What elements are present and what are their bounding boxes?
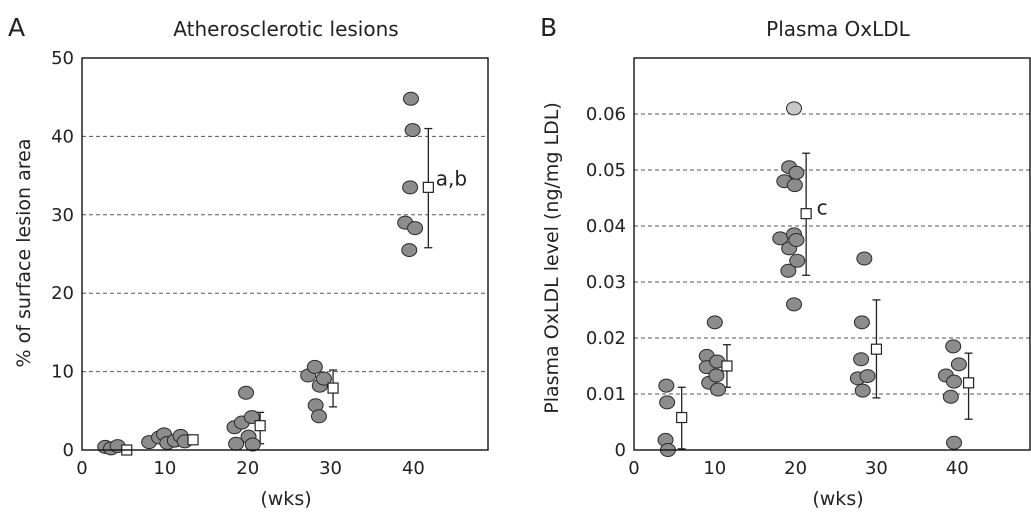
data-point-b-31 — [945, 339, 962, 354]
plot-frame-b — [633, 57, 1031, 451]
x-tick-label-a-4: 40 — [402, 458, 425, 479]
y-tick-label-b-4: 0.04 — [586, 216, 626, 237]
data-point-b-28 — [859, 369, 876, 384]
data-point-b-26 — [854, 383, 871, 398]
data-point-b-17 — [786, 178, 803, 193]
mean-marker-b-1 — [721, 360, 733, 372]
data-point-b-16 — [786, 101, 803, 116]
annotation-b-0: c — [817, 196, 828, 220]
data-point-b-22 — [789, 253, 806, 268]
data-point-a-26 — [402, 91, 419, 106]
x-tick-label-b-0: 0 — [628, 458, 639, 479]
x-tick-label-a-1: 10 — [153, 458, 176, 479]
panel-label-a: A — [8, 13, 25, 42]
data-point-b-27 — [856, 251, 873, 266]
y-tick-label-b-0: 0 — [615, 440, 626, 461]
annotations-a: a,b — [436, 167, 467, 191]
mean-marker-b-2 — [800, 208, 812, 220]
chart-title-b: Plasma OxLDL — [766, 17, 911, 41]
data-point-b-9 — [708, 368, 725, 383]
data-point-b-25 — [853, 315, 870, 330]
x-tick-label-b-2: 20 — [784, 458, 807, 479]
mean-markers-b — [676, 208, 975, 424]
data-point-a-20 — [310, 409, 327, 424]
mean-markers-a — [121, 181, 434, 456]
data-point-a-28 — [407, 221, 424, 236]
y-tick-label-a-1: 10 — [51, 362, 74, 383]
data-point-b-21 — [788, 233, 805, 247]
x-tick-label-b-4: 40 — [946, 458, 969, 479]
data-point-b-1 — [659, 395, 676, 410]
chart-title-a: Atherosclerotic lesions — [173, 17, 398, 41]
panel-label-b: B — [540, 13, 557, 42]
data-point-b-19 — [786, 297, 803, 312]
data-point-b-10 — [710, 382, 727, 397]
tick-labels-a: 0 10 20 30 40 50 0 10 20 30 40 — [51, 48, 425, 479]
y-tick-label-a-0: 0 — [63, 440, 74, 461]
y-tick-label-a-5: 50 — [51, 48, 74, 69]
error-bars-a — [122, 127, 433, 451]
y-axis-label-a: % of surface lesion area — [13, 139, 35, 368]
data-point-a-24 — [401, 243, 418, 258]
plot-frame-a — [81, 57, 489, 451]
data-point-b-24 — [853, 352, 870, 367]
y-tick-label-b-1: 0.01 — [586, 384, 626, 405]
gridlines-b — [634, 113, 1030, 395]
tick-labels-b: 0 0.01 0.02 0.03 0.04 0.05 0.06 0 10 20 30 40 — [586, 104, 969, 479]
data-point-a-27 — [404, 123, 421, 138]
data-point-b-32 — [946, 374, 963, 389]
mean-marker-b-3 — [870, 343, 883, 355]
x-tick-label-b-1: 10 — [703, 458, 726, 479]
data-point-b-30 — [942, 389, 959, 404]
y-tick-label-b-2: 0.02 — [586, 328, 626, 349]
mean-marker-b-0 — [676, 411, 688, 424]
data-point-b-33 — [946, 435, 963, 450]
y-tick-label-a-4: 40 — [51, 126, 74, 147]
y-tick-label-a-3: 30 — [51, 205, 74, 226]
y-axis-label-b: Plasma OxLDL level (ng/mg LDL) — [541, 102, 563, 413]
data-point-b-20 — [788, 165, 805, 180]
data-point-a-16 — [244, 437, 261, 452]
data-points-b — [657, 101, 967, 457]
data-point-a-22 — [315, 371, 332, 386]
x-tick-label-b-3: 30 — [865, 458, 888, 479]
data-point-b-34 — [950, 357, 967, 372]
y-tick-label-b-3: 0.03 — [586, 272, 626, 293]
mean-marker-a-1 — [187, 434, 199, 446]
data-point-b-15 — [780, 263, 797, 278]
annotation-a-0: a,b — [436, 167, 467, 191]
data-points-a — [97, 91, 424, 456]
x-tick-label-a-2: 20 — [236, 458, 259, 479]
data-point-a-25 — [402, 180, 419, 195]
y-tick-label-b-5: 0.05 — [586, 160, 626, 181]
x-axis-label-b: (wks) — [812, 488, 863, 510]
gridlines-a — [82, 135, 488, 373]
mean-marker-a-2 — [254, 420, 266, 432]
y-tick-label-a-2: 20 — [51, 283, 74, 304]
data-point-b-7 — [706, 315, 723, 330]
panel-b-plasma-oxldl: B Plasma OxLDL (wks) Plasma OxLDL level … — [540, 13, 1031, 510]
mean-marker-a-3 — [327, 382, 339, 394]
x-tick-label-a-3: 30 — [319, 458, 342, 479]
mean-marker-a-4 — [422, 181, 434, 193]
panel-a-atherosclerotic-lesions: A Atherosclerotic lesions (wks) % of sur… — [8, 13, 489, 510]
data-point-a-13 — [238, 385, 255, 400]
annotations-b: c — [817, 196, 828, 220]
data-point-b-0 — [658, 378, 675, 393]
mean-marker-b-4 — [962, 377, 975, 389]
y-tick-label-b-6: 0.06 — [586, 104, 626, 125]
x-axis-label-a: (wks) — [260, 488, 311, 510]
x-tick-label-a-0: 0 — [76, 458, 87, 479]
data-point-a-18 — [306, 359, 323, 374]
